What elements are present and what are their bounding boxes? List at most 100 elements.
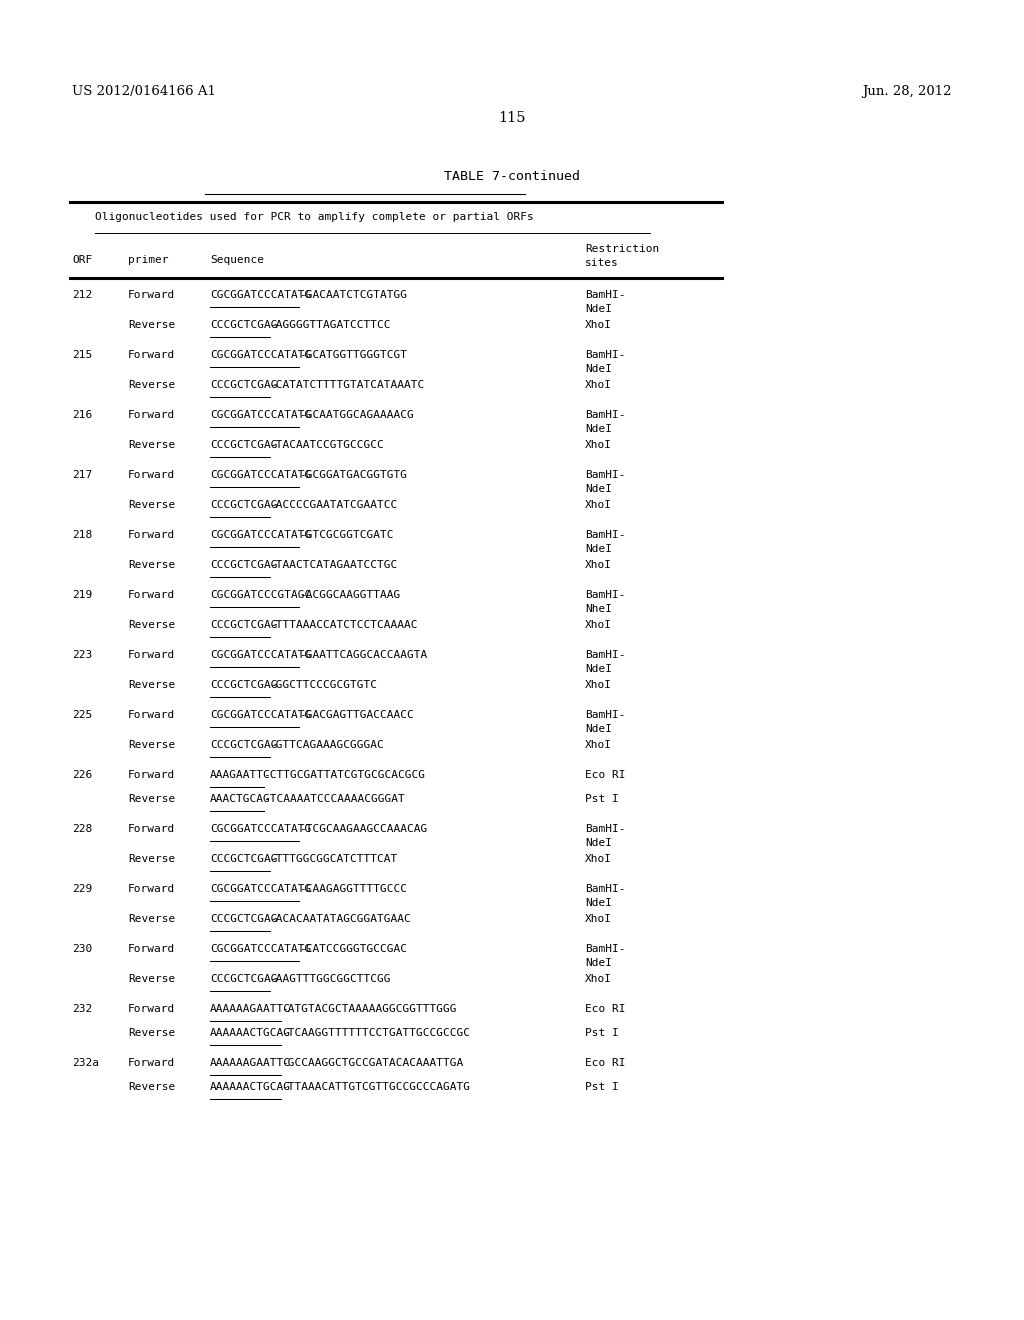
Text: -GACAATCTCGTATGG: -GACAATCTCGTATGG (299, 290, 408, 300)
Text: BamHI-: BamHI- (585, 590, 626, 601)
Text: 219: 219 (72, 590, 92, 601)
Text: -TTTAAACCATCTCCTCAAAAC: -TTTAAACCATCTCCTCAAAAC (269, 619, 418, 630)
Text: CCCGCTCGAG: CCCGCTCGAG (210, 739, 278, 750)
Text: -GCATGGTTGGGTCGT: -GCATGGTTGGGTCGT (299, 350, 408, 360)
Text: XhoI: XhoI (585, 560, 612, 569)
Text: NdeI: NdeI (585, 898, 612, 908)
Text: US 2012/0164166 A1: US 2012/0164166 A1 (72, 84, 216, 98)
Text: Reverse: Reverse (128, 440, 175, 450)
Text: CCCGCTCGAG: CCCGCTCGAG (210, 440, 278, 450)
Text: Oligonucleotides used for PCR to amplify complete or partial ORFs: Oligonucleotides used for PCR to amplify… (95, 213, 534, 222)
Text: NdeI: NdeI (585, 723, 612, 734)
Text: CGCGGATCCCATATG: CGCGGATCCCATATG (210, 531, 311, 540)
Text: Forward: Forward (128, 590, 175, 601)
Text: Reverse: Reverse (128, 854, 175, 863)
Text: Forward: Forward (128, 411, 175, 420)
Text: 232: 232 (72, 1005, 92, 1014)
Text: XhoI: XhoI (585, 739, 612, 750)
Text: BamHI-: BamHI- (585, 531, 626, 540)
Text: CGCGGATCCCATATG: CGCGGATCCCATATG (210, 411, 311, 420)
Text: AAAAAACTGCAG: AAAAAACTGCAG (210, 1081, 291, 1092)
Text: NdeI: NdeI (585, 544, 612, 554)
Text: Forward: Forward (128, 1059, 175, 1068)
Text: 225: 225 (72, 710, 92, 719)
Text: XhoI: XhoI (585, 499, 612, 510)
Text: NdeI: NdeI (585, 664, 612, 675)
Text: BamHI-: BamHI- (585, 470, 626, 480)
Text: NdeI: NdeI (585, 484, 612, 494)
Text: Reverse: Reverse (128, 380, 175, 389)
Text: 228: 228 (72, 824, 92, 834)
Text: -ACGGCAAGGTTAAG: -ACGGCAAGGTTAAG (299, 590, 400, 601)
Text: Reverse: Reverse (128, 1027, 175, 1038)
Text: 230: 230 (72, 944, 92, 954)
Text: CCCGCTCGAG: CCCGCTCGAG (210, 974, 278, 983)
Text: ORF: ORF (72, 255, 92, 265)
Text: AAAAAAGAATTC: AAAAAAGAATTC (210, 1005, 291, 1014)
Text: AAAAAAGAATTC: AAAAAAGAATTC (210, 1059, 291, 1068)
Text: CGCGGATCCCATATG: CGCGGATCCCATATG (210, 350, 311, 360)
Text: Forward: Forward (128, 884, 175, 894)
Text: Jun. 28, 2012: Jun. 28, 2012 (862, 84, 952, 98)
Text: Forward: Forward (128, 944, 175, 954)
Text: NdeI: NdeI (585, 838, 612, 847)
Text: -ACCCCGAATATCGAATCC: -ACCCCGAATATCGAATCC (269, 499, 397, 510)
Text: -GGCTTCCCGCGTGTC: -GGCTTCCCGCGTGTC (269, 680, 378, 689)
Text: 232a: 232a (72, 1059, 99, 1068)
Text: Forward: Forward (128, 1005, 175, 1014)
Text: 215: 215 (72, 350, 92, 360)
Text: 216: 216 (72, 411, 92, 420)
Text: -GACGAGTTGACCAACC: -GACGAGTTGACCAACC (299, 710, 414, 719)
Text: XhoI: XhoI (585, 380, 612, 389)
Text: CGCGGATCCCATATG: CGCGGATCCCATATG (210, 290, 311, 300)
Text: XhoI: XhoI (585, 319, 612, 330)
Text: -TTTGGCGGCATCTTTCAT: -TTTGGCGGCATCTTTCAT (269, 854, 397, 863)
Text: -TCAAAATCCCAAAACGGGAT: -TCAAAATCCCAAAACGGGAT (263, 793, 406, 804)
Text: BamHI-: BamHI- (585, 290, 626, 300)
Text: NdeI: NdeI (585, 958, 612, 968)
Text: Forward: Forward (128, 824, 175, 834)
Text: CGCGGATCCCATATG: CGCGGATCCCATATG (210, 649, 311, 660)
Text: Forward: Forward (128, 710, 175, 719)
Text: Sequence: Sequence (210, 255, 264, 265)
Text: 217: 217 (72, 470, 92, 480)
Text: CCCGCTCGAG: CCCGCTCGAG (210, 854, 278, 863)
Text: -GTTCAGAAAGCGGGAC: -GTTCAGAAAGCGGGAC (269, 739, 384, 750)
Text: -ATGTACGCTAAAAAGGCGGTTTGGG: -ATGTACGCTAAAAAGGCGGTTTGGG (282, 1005, 457, 1014)
Text: AAAAAACTGCAG: AAAAAACTGCAG (210, 1027, 291, 1038)
Text: -GCGGATGACGGTGTG: -GCGGATGACGGTGTG (299, 470, 408, 480)
Text: primer: primer (128, 255, 169, 265)
Text: 212: 212 (72, 290, 92, 300)
Text: Forward: Forward (128, 290, 175, 300)
Text: Reverse: Reverse (128, 499, 175, 510)
Text: Eco RI: Eco RI (585, 1059, 626, 1068)
Text: Reverse: Reverse (128, 319, 175, 330)
Text: 115: 115 (499, 111, 525, 125)
Text: BamHI-: BamHI- (585, 411, 626, 420)
Text: Reverse: Reverse (128, 680, 175, 689)
Text: -CTTGCGATTATCGTGCGCACGCG: -CTTGCGATTATCGTGCGCACGCG (263, 770, 426, 780)
Text: Forward: Forward (128, 470, 175, 480)
Text: NdeI: NdeI (585, 364, 612, 374)
Text: -AAGTTTGGCGGCTTCGG: -AAGTTTGGCGGCTTCGG (269, 974, 391, 983)
Text: XhoI: XhoI (585, 619, 612, 630)
Text: Pst I: Pst I (585, 1081, 618, 1092)
Text: 226: 226 (72, 770, 92, 780)
Text: CCCGCTCGAG: CCCGCTCGAG (210, 499, 278, 510)
Text: -TCAAGGTTTTTTCCTGATTGCCGCCGC: -TCAAGGTTTTTTCCTGATTGCCGCCGC (282, 1027, 470, 1038)
Text: CGCGGATCCCGTAGC: CGCGGATCCCGTAGC (210, 590, 311, 601)
Text: Reverse: Reverse (128, 974, 175, 983)
Text: 223: 223 (72, 649, 92, 660)
Text: -GCAATGGCAGAAAACG: -GCAATGGCAGAAAACG (299, 411, 414, 420)
Text: Forward: Forward (128, 350, 175, 360)
Text: CCCGCTCGAG: CCCGCTCGAG (210, 560, 278, 569)
Text: BamHI-: BamHI- (585, 710, 626, 719)
Text: Reverse: Reverse (128, 793, 175, 804)
Text: -TACAATCCGTGCCGCC: -TACAATCCGTGCCGCC (269, 440, 384, 450)
Text: Reverse: Reverse (128, 913, 175, 924)
Text: BamHI-: BamHI- (585, 350, 626, 360)
Text: CGCGGATCCCATATG: CGCGGATCCCATATG (210, 824, 311, 834)
Text: NheI: NheI (585, 605, 612, 614)
Text: 218: 218 (72, 531, 92, 540)
Text: CGCGGATCCCATATG: CGCGGATCCCATATG (210, 470, 311, 480)
